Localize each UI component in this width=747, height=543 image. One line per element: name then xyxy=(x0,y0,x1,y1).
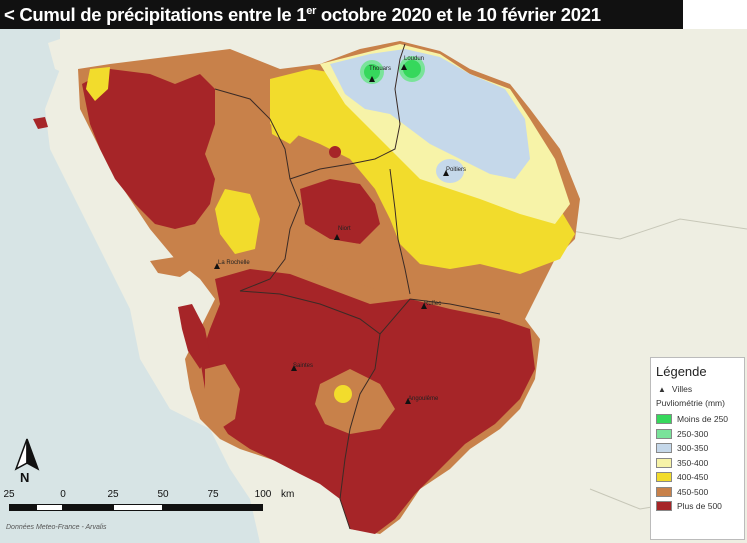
city-marker-la-rochelle xyxy=(214,263,220,269)
border-deux-sevres-vienne-north xyxy=(289,43,406,180)
legend-item-label: Moins de 250 xyxy=(677,414,729,425)
scale-bar: 25 0 25 50 75 100 km xyxy=(3,489,305,529)
city-markers xyxy=(214,64,449,404)
precipitation-map: Thouars Loudun Poitiers Niort La Rochell… xyxy=(0,29,747,543)
legend-item: 350-400 xyxy=(656,456,739,471)
legend-cities: ▲ Villes xyxy=(656,384,739,394)
zone-300-350 xyxy=(330,49,530,179)
legend-subtitle: Puvliométrie (mm) xyxy=(656,398,725,408)
scale-segment xyxy=(9,504,36,511)
border-deux-sevres-vienne xyxy=(389,168,411,295)
zone-400-450-marais xyxy=(270,99,305,144)
city-marker-angouleme xyxy=(405,398,411,404)
city-marker-poitiers xyxy=(443,170,449,176)
zone-moins-250-loudun xyxy=(403,60,421,78)
border-charente-maritime-charente xyxy=(339,333,381,530)
ile-d-oleron xyxy=(178,304,210,369)
city-label-thouars: Thouars xyxy=(369,66,392,72)
legend-item: Moins de 250 xyxy=(656,412,739,427)
scale-segment xyxy=(36,504,63,511)
legend-item-label: 400-450 xyxy=(677,472,709,483)
zone-400-450-saintonge xyxy=(334,385,352,403)
legend-cities-label: Villes xyxy=(671,384,693,394)
zone-moins-250-thouars xyxy=(364,64,380,80)
legend-swatch xyxy=(656,501,672,512)
zone-400-450-vendee-north xyxy=(86,67,110,101)
scale-tick: 75 xyxy=(207,489,219,500)
noirmoutier xyxy=(48,39,70,74)
zone-plus-500-niort-north xyxy=(329,146,341,158)
city-marker-saintes xyxy=(291,365,297,371)
scale-tick: 50 xyxy=(157,489,169,500)
legend-item-label: 450-500 xyxy=(677,486,709,497)
city-label-saintes: Saintes xyxy=(293,363,314,369)
scale-segment xyxy=(63,504,113,511)
legend-title: Légende xyxy=(656,364,707,379)
border-charente-north xyxy=(239,290,501,335)
map-title-superscript: er xyxy=(306,4,317,17)
city-label-angouleme: Angoulême xyxy=(408,396,439,402)
border-vendee xyxy=(214,88,301,292)
ile-d-yeu xyxy=(33,117,48,129)
legend-item-label: 300-350 xyxy=(677,443,709,454)
zone-450-500-gironde xyxy=(205,364,240,429)
legend-swatch xyxy=(656,472,672,483)
scale-tick: 0 xyxy=(60,489,66,500)
map-title-prefix: < Cumul de précipitations entre le 1 xyxy=(4,4,307,25)
legend-item-label: 250-300 xyxy=(677,428,709,439)
zone-450-500-saintonge xyxy=(315,369,395,434)
scale-unit: km xyxy=(281,489,295,500)
department-borders xyxy=(214,43,501,530)
zone-450-500-niort-south xyxy=(320,239,385,289)
triangle-icon: ▲ xyxy=(658,384,666,394)
legend-item: 400-450 xyxy=(656,470,739,485)
legend-item: 300-350 xyxy=(656,441,739,456)
scale-tick: 25 xyxy=(107,489,119,500)
scale-segment xyxy=(113,504,163,511)
north-label: N xyxy=(20,470,30,485)
map-title-suffix: octobre 2020 et le 10 février 2021 xyxy=(316,4,601,25)
legend: Légende ▲ Villes Puvliométrie (mm) Moins… xyxy=(650,357,745,540)
neighbour-border-east xyxy=(559,218,747,240)
city-label-niort: Niort xyxy=(338,226,351,232)
city-marker-niort xyxy=(334,234,340,240)
legend-item-label: 350-400 xyxy=(677,457,709,468)
legend-item: 250-300 xyxy=(656,427,739,442)
legend-swatch xyxy=(656,443,672,454)
map-canvas xyxy=(0,29,747,543)
legend-swatch xyxy=(656,457,672,468)
legend-item-label: Plus de 500 xyxy=(677,501,722,512)
zone-plus-500-niort xyxy=(300,179,380,244)
map-title: < Cumul de précipitations entre le 1er o… xyxy=(0,0,683,29)
city-label-loudun: Loudun xyxy=(404,56,425,62)
city-label-ruffec: Ruffec xyxy=(424,301,442,307)
city-label-la-rochelle: La Rochelle xyxy=(218,260,250,266)
ile-de-re xyxy=(150,257,192,277)
legend-item: Plus de 500 xyxy=(656,499,739,514)
city-marker-thouars xyxy=(369,76,375,82)
legend-swatch xyxy=(656,428,672,439)
north-arrow-icon xyxy=(14,438,40,471)
legend-item: 450-500 xyxy=(656,485,739,500)
data-credit: Données Meteo-France - Arvalis xyxy=(6,524,107,531)
city-label-poitiers: Poitiers xyxy=(446,167,467,173)
zone-400-450-vendee-coast xyxy=(215,189,260,254)
scale-tick: 25 xyxy=(3,489,15,500)
scale-segment xyxy=(163,504,263,511)
city-marker-ruffec xyxy=(421,303,427,309)
scale-tick: 100 xyxy=(254,489,272,500)
legend-swatch xyxy=(656,486,672,497)
legend-swatch xyxy=(656,414,672,425)
city-marker-loudun xyxy=(401,64,407,70)
zone-plus-500-west xyxy=(82,69,215,229)
zone-300-350-poitiers xyxy=(436,159,464,183)
